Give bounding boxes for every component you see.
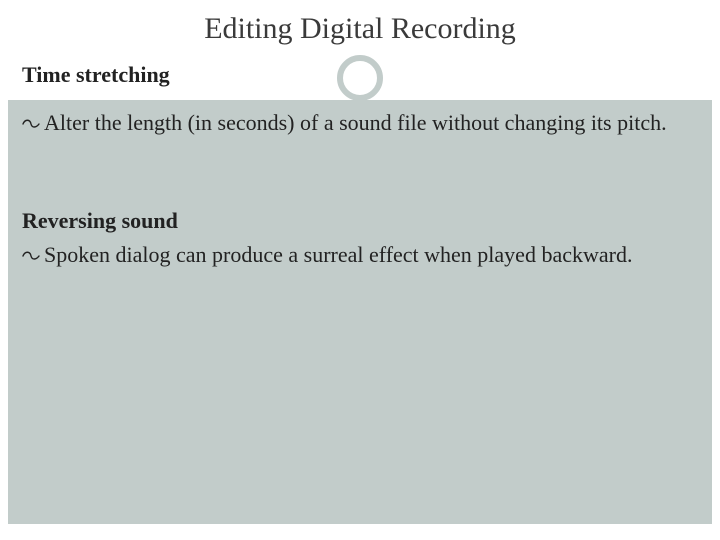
section-heading: Time stretching bbox=[22, 62, 170, 88]
slide: Editing Digital Recording Time stretchin… bbox=[0, 0, 720, 540]
section-heading: Reversing sound bbox=[22, 208, 178, 234]
bullet-text: Spoken dialog can produce a surreal effe… bbox=[44, 242, 632, 267]
bullet-item: Spoken dialog can produce a surreal effe… bbox=[22, 240, 692, 270]
slide-title: Editing Digital Recording bbox=[0, 12, 720, 46]
bullet-item: Alter the length (in seconds) of a sound… bbox=[22, 108, 692, 138]
ring-decoration-icon bbox=[337, 55, 383, 101]
content-area: Time stretching Alter the length (in sec… bbox=[8, 100, 712, 524]
bullet-icon bbox=[22, 240, 40, 270]
bullet-icon bbox=[22, 108, 40, 138]
bullet-text: Alter the length (in seconds) of a sound… bbox=[44, 110, 667, 135]
